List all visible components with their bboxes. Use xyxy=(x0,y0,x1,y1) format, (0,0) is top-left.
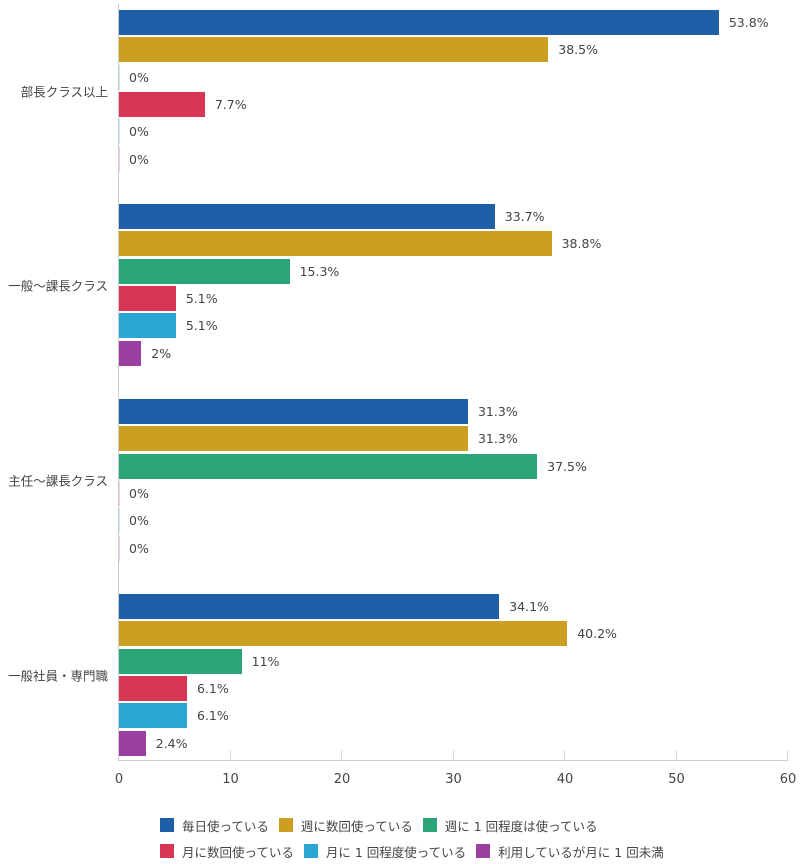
bar[interactable] xyxy=(119,146,120,172)
bar-value-label: 0% xyxy=(129,124,149,140)
x-tick-label: 50 xyxy=(668,772,685,787)
legend-item[interactable]: 利用しているが月に 1 回未満 xyxy=(476,842,664,861)
x-tick-label: 20 xyxy=(333,772,351,787)
bar-value-label: 0% xyxy=(129,485,149,501)
legend-row: 月に数回使っている 月に 1 回程度使っている 利用しているが月に 1 回未満 xyxy=(160,838,720,864)
legend-swatch-icon xyxy=(422,818,437,832)
x-tick xyxy=(341,750,342,760)
bar[interactable] xyxy=(119,399,468,424)
x-tick xyxy=(675,750,677,760)
bar-value-label: 38.8% xyxy=(561,236,602,252)
x-tick xyxy=(452,750,454,760)
bar[interactable] xyxy=(119,231,552,257)
legend-label: 毎日使っている xyxy=(182,818,269,834)
bar[interactable] xyxy=(119,508,120,534)
legend-label: 週に 1 回程度は使っている xyxy=(444,818,598,834)
legend-swatch-icon xyxy=(160,818,174,832)
legend-item[interactable]: 週に数回使っている xyxy=(278,816,413,835)
category-label: 一般～課長クラス xyxy=(8,278,108,294)
bar-value-label: 40.2% xyxy=(577,626,617,642)
bar[interactable] xyxy=(119,37,549,63)
legend-row: 毎日使っている 週に数回使っている 週に 1 回程度は使っている xyxy=(160,812,720,838)
legend-label: 月に数回使っている xyxy=(182,844,294,860)
bar[interactable] xyxy=(119,119,120,145)
bar-value-label: 0% xyxy=(129,540,149,556)
x-tick-label: 40 xyxy=(556,772,574,787)
bar[interactable] xyxy=(119,426,468,452)
bar[interactable] xyxy=(119,340,142,366)
bar[interactable] xyxy=(119,91,205,117)
bar-value-label: 53.8% xyxy=(728,15,769,30)
bar-value-label: 33.7% xyxy=(504,209,545,224)
x-tick-label: 10 xyxy=(222,772,239,787)
category-label: 一般社員・専門職 xyxy=(7,668,108,684)
x-tick xyxy=(787,750,788,760)
bar-value-label: 38.5% xyxy=(558,42,598,58)
bar[interactable] xyxy=(119,204,495,229)
bar-value-label: 0% xyxy=(129,513,149,529)
legend-label: 月に 1 回程度使っている xyxy=(325,844,467,860)
bar[interactable] xyxy=(119,480,120,506)
bar[interactable] xyxy=(119,648,242,674)
bar-value-label: 15.3% xyxy=(299,263,340,279)
bar[interactable] xyxy=(119,535,120,561)
bar-value-label: 34.1% xyxy=(509,599,549,614)
bar-value-label: 5.1% xyxy=(185,290,218,306)
legend: 毎日使っている 週に数回使っている 週に 1 回程度は使っている 月に数回使っている月… xyxy=(160,812,720,864)
bar-value-label: 37.5% xyxy=(547,458,587,474)
bar-value-label: 6.1% xyxy=(197,680,229,696)
bar-value-label: 0% xyxy=(129,151,149,167)
x-tick-label: 60 xyxy=(779,772,797,787)
bar-value-label: 7.7% xyxy=(214,96,247,112)
bar-value-label: 31.3% xyxy=(477,404,518,419)
bar-value-label: 6.1% xyxy=(197,708,229,724)
bar[interactable] xyxy=(119,730,146,756)
x-axis-line xyxy=(118,760,788,761)
bar[interactable] xyxy=(119,703,187,729)
bar-value-label: 11% xyxy=(251,653,280,669)
category-label: 部長クラス以上 xyxy=(20,84,108,100)
legend-item[interactable]: 月に 1 回程度使っている xyxy=(303,842,467,861)
bar[interactable] xyxy=(119,621,568,647)
y-axis-line xyxy=(118,4,119,760)
bar[interactable] xyxy=(119,313,176,339)
x-tick-label: 30 xyxy=(445,772,462,787)
bar[interactable] xyxy=(119,453,538,479)
bar-value-label: 0% xyxy=(129,69,149,85)
legend-item[interactable]: 週に 1 回程度は使っている xyxy=(422,816,598,835)
legend-swatch-icon xyxy=(476,844,491,858)
x-tick xyxy=(229,750,231,760)
bar[interactable] xyxy=(119,594,500,619)
x-tick-label: 0 xyxy=(114,772,124,787)
x-tick xyxy=(564,750,565,760)
legend-label: 利用しているが月に 1 回未満 xyxy=(498,844,664,860)
category-label: 主任～課長クラス xyxy=(8,473,108,489)
legend-swatch-icon xyxy=(303,844,318,858)
legend-swatch-icon xyxy=(160,844,174,858)
bar-value-label: 5.1% xyxy=(185,318,218,334)
bar-value-label: 2% xyxy=(151,345,172,361)
legend-item[interactable]: 月に数回使っている xyxy=(160,842,294,861)
bar[interactable] xyxy=(119,675,187,701)
bar[interactable] xyxy=(119,10,719,35)
bar[interactable] xyxy=(119,64,120,90)
legend-item[interactable]: 毎日使っている xyxy=(160,816,269,835)
legend-label: 週に数回使っている xyxy=(300,818,413,834)
bar-value-label: 2.4% xyxy=(155,735,188,751)
legend-swatch-icon xyxy=(278,818,293,832)
bar[interactable] xyxy=(119,285,176,311)
bar[interactable] xyxy=(119,258,290,284)
bar-value-label: 31.3% xyxy=(477,431,518,447)
